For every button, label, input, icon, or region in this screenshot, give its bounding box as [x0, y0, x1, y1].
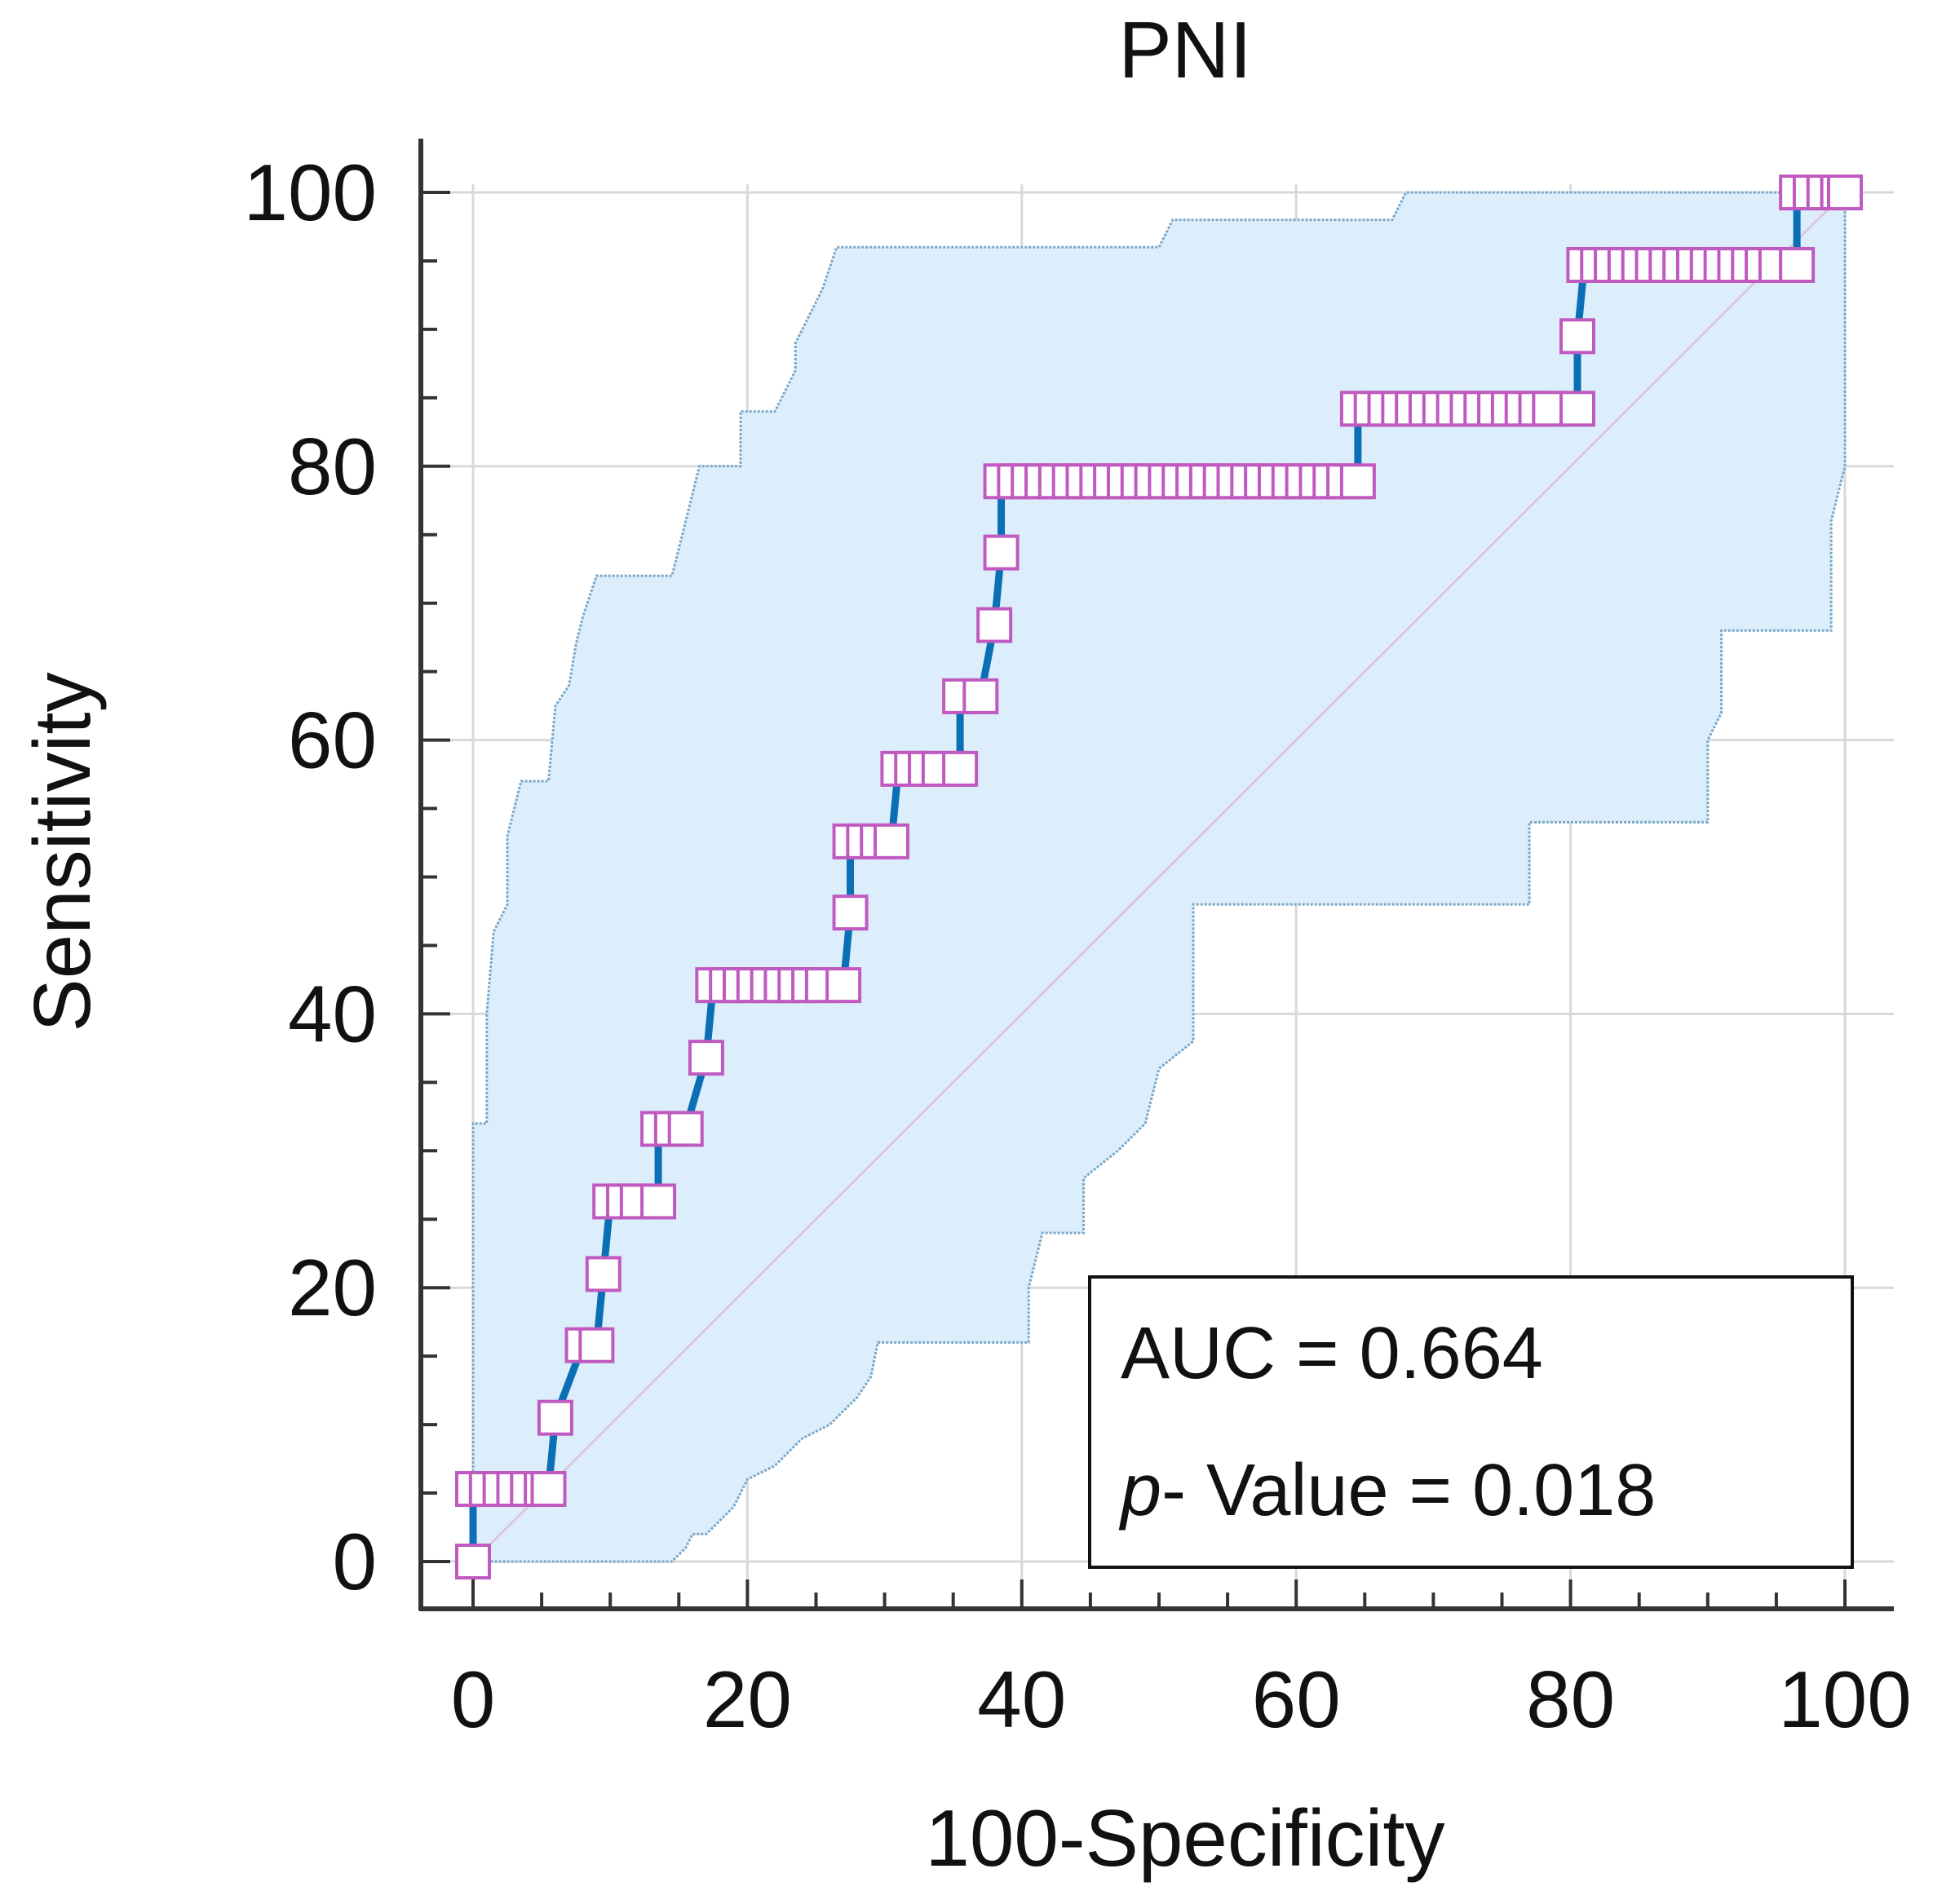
roc-point-marker	[585, 1256, 621, 1292]
roc-point-marker	[874, 823, 910, 859]
y-tick-label: 80	[288, 422, 377, 511]
roc-point-marker	[667, 1111, 704, 1147]
p-value-text: - Value = 0.018	[1161, 1450, 1656, 1531]
y-tick-label: 60	[288, 696, 377, 785]
roc-point-marker	[1779, 246, 1816, 283]
roc-point-marker	[962, 678, 999, 714]
y-tick-label: 100	[243, 148, 377, 237]
x-tick-label: 40	[977, 1654, 1066, 1744]
roc-point-marker	[832, 895, 869, 931]
y-tick-label: 20	[288, 1243, 377, 1332]
y-axis-label: Sensitivity	[17, 672, 107, 1032]
y-axis-ticks: 0 20 40 60 80 100	[243, 148, 450, 1606]
roc-markers	[455, 174, 1863, 1579]
roc-point-marker	[688, 1040, 724, 1076]
roc-point-marker	[942, 750, 979, 787]
y-tick-label: 40	[288, 969, 377, 1058]
roc-point-marker	[640, 1183, 677, 1220]
x-tick-label: 80	[1526, 1654, 1615, 1744]
roc-point-marker	[1559, 391, 1596, 427]
roc-point-marker	[1827, 174, 1863, 210]
roc-point-marker	[578, 1327, 615, 1363]
reference-line	[471, 191, 1847, 1563]
axes	[418, 139, 1894, 1611]
x-tick-label: 100	[1778, 1654, 1912, 1744]
stats-annotation: AUC = 0.664 p- Value = 0.018	[1088, 1275, 1854, 1569]
x-tick-label: 0	[451, 1654, 496, 1744]
p-italic: p	[1118, 1450, 1161, 1531]
annotation-box	[1088, 1275, 1854, 1569]
roc-point-marker	[1339, 463, 1376, 500]
roc-point-marker	[455, 1544, 491, 1579]
roc-point-marker	[976, 607, 1013, 643]
x-axis-ticks: 0 20 40 60 80 100	[451, 1579, 1912, 1744]
chart-title: PNI	[1118, 5, 1251, 95]
y-tick-label: 0	[332, 1517, 377, 1606]
roc-point-marker	[537, 1399, 573, 1436]
roc-point-marker	[825, 967, 862, 1004]
auc-label: AUC = 0.664	[1121, 1313, 1543, 1394]
roc-point-marker	[1559, 318, 1596, 355]
x-axis-label: 100-Specificity	[925, 1793, 1444, 1883]
roc-point-marker	[530, 1471, 567, 1508]
x-tick-label: 20	[703, 1654, 792, 1744]
p-value-label: p- Value = 0.018	[1118, 1450, 1656, 1531]
x-tick-label: 60	[1252, 1654, 1341, 1744]
roc-point-marker	[983, 534, 1020, 571]
